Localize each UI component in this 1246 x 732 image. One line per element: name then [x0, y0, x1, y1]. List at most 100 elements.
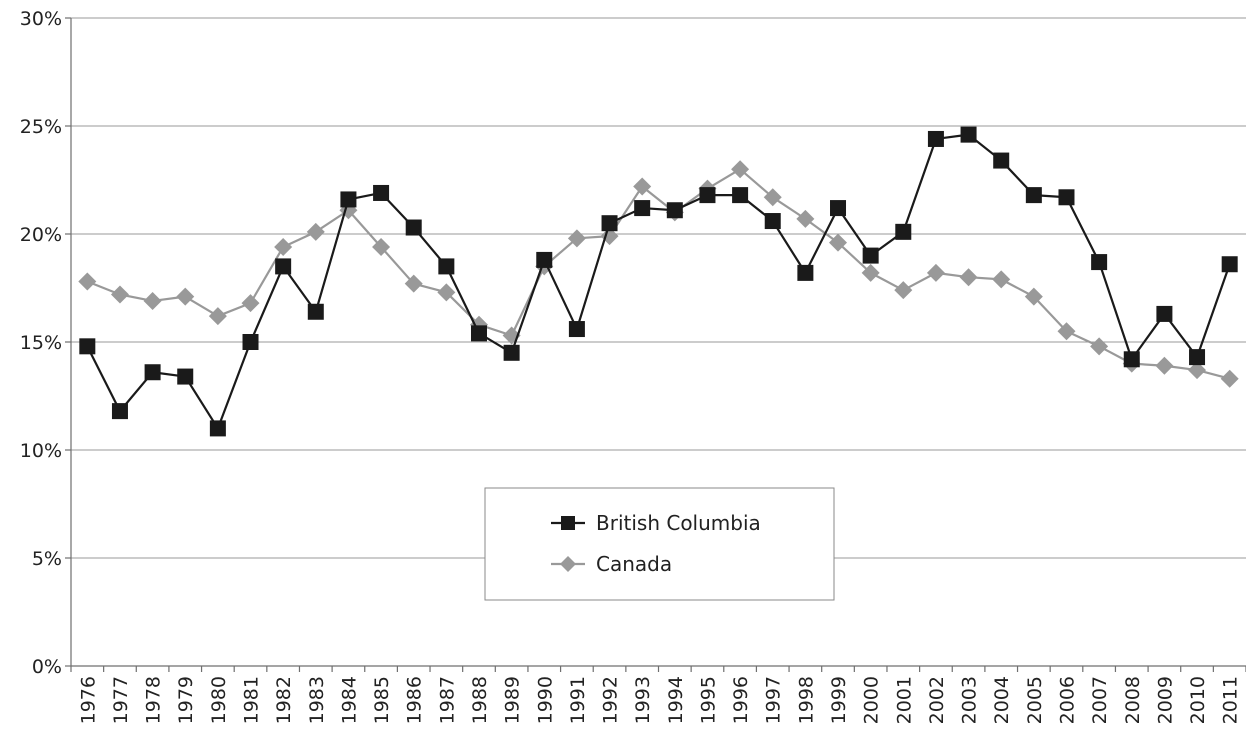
data-point-canada: [763, 188, 782, 207]
data-point-british-columbia: [275, 258, 292, 275]
data-point-canada: [1024, 287, 1043, 306]
x-tick-label: 2004: [991, 676, 1013, 724]
data-point-canada: [1155, 356, 1174, 375]
data-point-british-columbia: [177, 368, 194, 385]
data-point-british-columbia: [764, 213, 781, 230]
data-point-british-columbia: [340, 191, 357, 208]
x-tick-label: 2001: [893, 676, 915, 724]
x-tick-label: 1977: [110, 676, 132, 724]
data-point-british-columbia: [405, 219, 422, 236]
legend-marker-square: [561, 516, 575, 530]
y-tick-label: 25%: [20, 116, 62, 138]
y-tick-label: 20%: [20, 224, 62, 246]
x-tick-label: 1995: [697, 676, 719, 724]
data-point-canada: [176, 287, 195, 306]
legend-entry-british-columbia: British Columbia: [551, 511, 761, 535]
data-point-british-columbia: [699, 187, 716, 204]
x-tick-label: 1987: [436, 676, 458, 724]
x-tick-label: 2008: [1122, 676, 1144, 724]
data-point-canada: [829, 233, 848, 252]
data-point-canada: [404, 274, 423, 293]
data-point-british-columbia: [111, 403, 128, 420]
legend: British Columbia Canada: [484, 487, 835, 601]
data-point-british-columbia: [862, 247, 879, 264]
x-tick-label: 1978: [143, 676, 165, 724]
y-tick-label: 0%: [32, 656, 62, 678]
data-point-british-columbia: [1221, 256, 1238, 273]
data-point-canada: [861, 263, 880, 282]
data-point-canada: [731, 160, 750, 179]
data-point-canada: [241, 294, 260, 313]
data-point-british-columbia: [568, 321, 585, 338]
data-point-canada: [926, 263, 945, 282]
data-point-canada: [274, 237, 293, 256]
data-point-british-columbia: [1025, 187, 1042, 204]
data-point-british-columbia: [830, 200, 847, 217]
data-point-canada: [208, 307, 227, 326]
x-tick-label: 2007: [1089, 676, 1111, 724]
x-tick-label: 1979: [175, 676, 197, 724]
data-point-canada: [437, 283, 456, 302]
x-tick-label: 1991: [567, 676, 589, 724]
data-point-british-columbia: [601, 215, 618, 232]
legend-box: [484, 487, 835, 601]
data-point-british-columbia: [1156, 305, 1173, 322]
x-tick-label: 1990: [534, 676, 556, 724]
x-tick-label: 1982: [273, 676, 295, 724]
data-point-british-columbia: [536, 251, 553, 268]
series-line-british-columbia: [86, 133, 1231, 430]
data-point-british-columbia: [438, 258, 455, 275]
y-tick-labels: 0% 5% 10% 15% 20% 25% 30%: [20, 8, 62, 678]
legend-label-canada: Canada: [596, 552, 672, 576]
data-point-british-columbia: [895, 223, 912, 240]
x-tick-label: 1980: [208, 676, 230, 724]
data-point-canada: [1057, 322, 1076, 341]
y-tick-label: 15%: [20, 332, 62, 354]
x-tick-label: 2009: [1154, 676, 1176, 724]
axes: [65, 17, 1246, 672]
data-point-british-columbia: [1058, 189, 1075, 206]
series-line-canada: [86, 168, 1230, 380]
data-point-british-columbia: [960, 126, 977, 143]
x-tick-labels: 1976 1977 1978 1979 1980 1981 1982 1983 1984 1985…: [77, 676, 1241, 724]
data-point-canada: [1188, 361, 1207, 380]
y-tick-label: 10%: [20, 440, 62, 462]
x-tick-label: 1993: [632, 676, 654, 724]
x-tick-label: 2005: [1024, 676, 1046, 724]
data-point-british-columbia: [666, 202, 683, 219]
y-tick-label: 5%: [32, 548, 62, 570]
data-point-british-columbia: [307, 303, 324, 320]
data-point-british-columbia: [1123, 351, 1140, 368]
x-tick-label: 1985: [371, 676, 393, 724]
x-tick-label: 1996: [730, 676, 752, 724]
data-point-british-columbia: [927, 130, 944, 147]
x-tick-label: 2010: [1187, 676, 1209, 724]
data-point-canada: [633, 177, 652, 196]
data-point-canada: [1090, 337, 1109, 356]
x-tick-label: 2003: [959, 676, 981, 724]
data-point-canada: [796, 209, 815, 228]
data-point-canada: [143, 291, 162, 310]
data-point-canada: [992, 270, 1011, 289]
data-point-canada: [306, 222, 325, 241]
data-point-canada: [110, 285, 129, 304]
x-tick-label: 1994: [665, 676, 687, 724]
data-point-canada: [567, 229, 586, 248]
series-british-columbia: [79, 126, 1238, 437]
data-point-british-columbia: [993, 152, 1010, 169]
x-tick-label: 1983: [306, 676, 328, 724]
y-tick-label: 30%: [20, 8, 62, 30]
data-point-british-columbia: [144, 364, 161, 381]
x-tick-label: 2002: [926, 676, 948, 724]
x-tick-label: 1988: [469, 676, 491, 724]
data-point-british-columbia: [732, 187, 749, 204]
data-point-canada: [959, 268, 978, 287]
data-point-canada: [372, 237, 391, 256]
x-tick-label: 1992: [600, 676, 622, 724]
x-tick-label: 2006: [1056, 676, 1078, 724]
x-tick-label: 2011: [1220, 676, 1242, 724]
data-point-british-columbia: [503, 344, 520, 361]
data-point-british-columbia: [1189, 349, 1206, 366]
